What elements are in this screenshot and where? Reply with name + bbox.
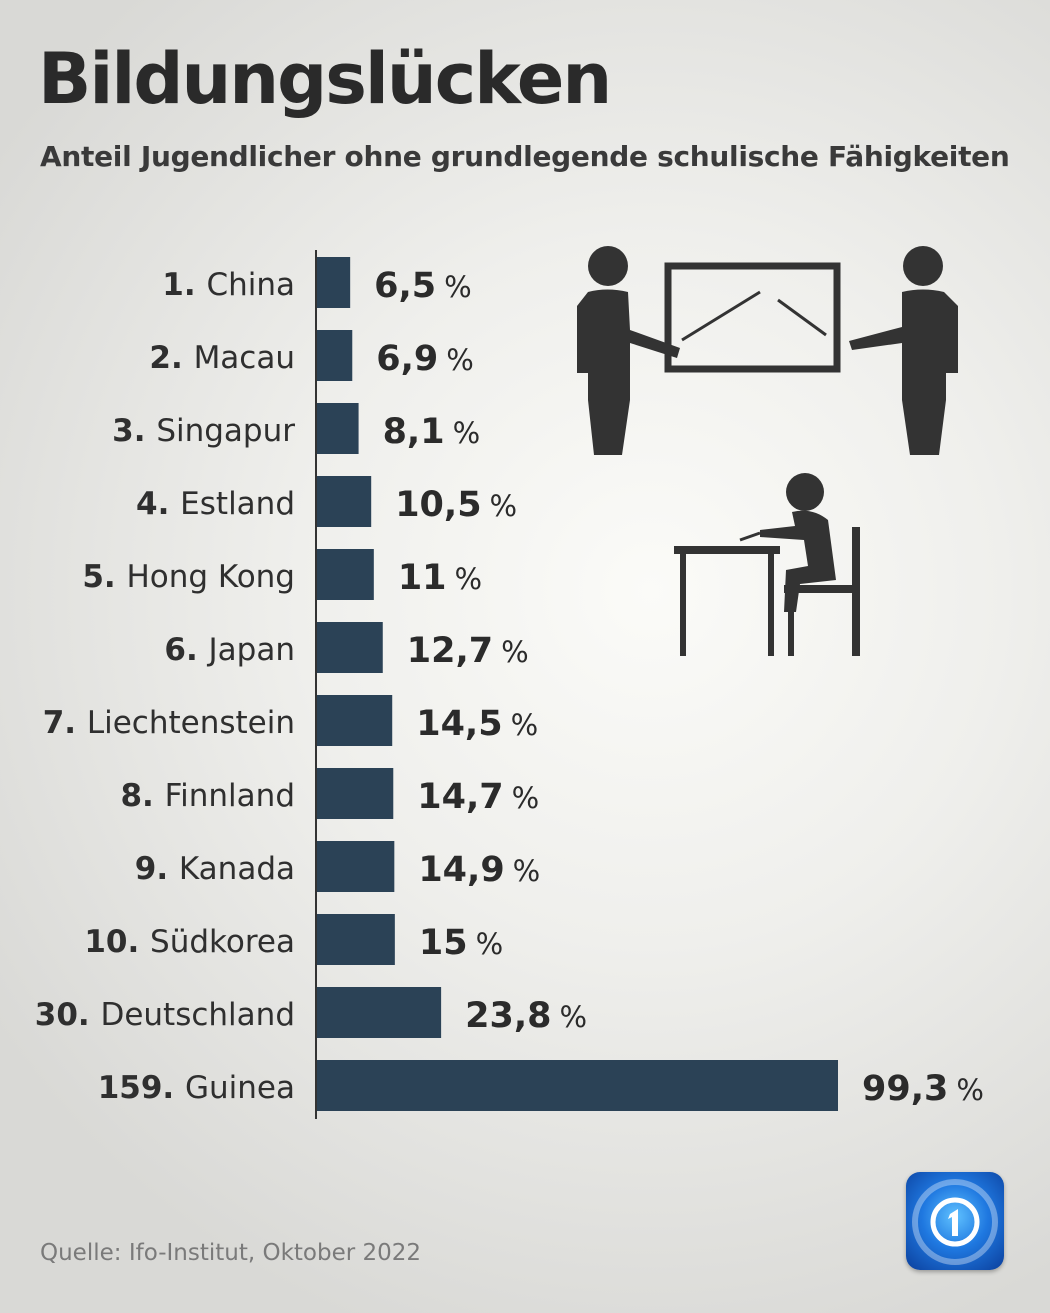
value-label: 6,9% xyxy=(376,339,474,379)
bar-chart: 1. China 6,5 % 2. Macau 6,9 % 3. Singapur 8,1 % 4… xyxy=(35,250,984,1119)
value-label: 8,1% xyxy=(383,412,481,452)
value-label: 14,9% xyxy=(418,850,540,890)
category-label: 7. Liechtenstein xyxy=(43,705,295,741)
bar-japan xyxy=(316,622,383,673)
category-label: 30. Deutschland xyxy=(35,997,295,1033)
value-label: 6,5% xyxy=(374,266,472,306)
teachers-at-board-icon xyxy=(577,246,958,455)
value-label: 12,7% xyxy=(407,631,529,671)
bar-deutschland xyxy=(316,987,442,1038)
category-label: 9. Kanada xyxy=(135,851,295,887)
tagesschau-logo-icon xyxy=(906,1172,1004,1270)
category-label: 4. Estland xyxy=(136,486,295,522)
bar-hong-kong xyxy=(316,549,374,600)
category-label: 3. Singapur xyxy=(112,413,295,449)
value-label: 14,7% xyxy=(417,777,539,817)
bar-liechtenstein xyxy=(316,695,393,746)
category-label: 10. Südkorea xyxy=(84,924,295,960)
value-label: 15% xyxy=(419,923,503,963)
value-label: 14,5% xyxy=(416,704,538,744)
category-label: 6. Japan xyxy=(164,632,295,668)
bar-finnland xyxy=(316,768,394,819)
value-label: 99,3% xyxy=(862,1069,984,1109)
source-note: Quelle: Ifo-Institut, Oktober 2022 xyxy=(40,1240,422,1266)
page-title: Bildungslücken xyxy=(38,38,612,120)
value-label: 11% xyxy=(398,558,482,598)
category-label: 8. Finnland xyxy=(120,778,295,814)
bar-kanada xyxy=(316,841,395,892)
category-label: 159. Guinea xyxy=(98,1070,295,1106)
bar-estland xyxy=(316,476,372,527)
student-at-desk-icon xyxy=(674,473,860,656)
bar-guinea xyxy=(316,1060,838,1111)
bar-china xyxy=(316,257,351,308)
value-label: 23,8% xyxy=(465,996,587,1036)
category-label: 2. Macau xyxy=(149,340,295,376)
value-label: 10,5% xyxy=(395,485,517,525)
category-label: 5. Hong Kong xyxy=(82,559,295,595)
bar-singapur xyxy=(316,403,359,454)
category-label: 1. China xyxy=(162,267,295,303)
bar-macau xyxy=(316,330,353,381)
page-subtitle: Anteil Jugendlicher ohne grundlegende sc… xyxy=(40,140,1010,173)
bar-südkorea xyxy=(316,914,395,965)
illustration-group xyxy=(577,246,958,656)
